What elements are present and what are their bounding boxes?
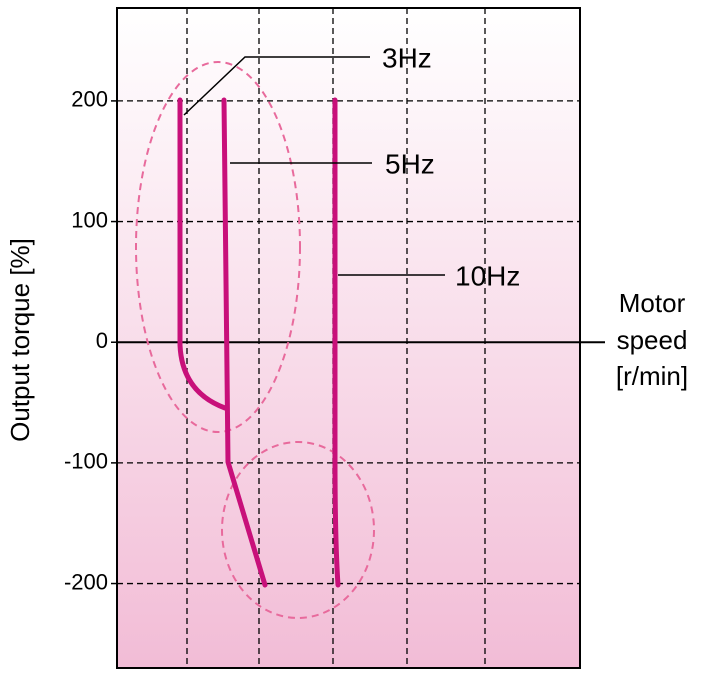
y-tick-label: -200 (64, 569, 108, 594)
x-axis-label: Motor (619, 288, 686, 318)
annotation: 10Hz (455, 260, 520, 291)
leader-line (183, 56, 370, 116)
annotation: 3Hz (382, 42, 432, 73)
curve-3hz (177, 97, 228, 411)
x-axis-label: [r/min] (616, 361, 688, 391)
y-tick-label: 100 (71, 207, 108, 232)
curve-10hz (332, 97, 341, 588)
y-axis-label: Output torque [%] (5, 238, 35, 442)
x-axis-label: speed (617, 325, 688, 355)
curve-5hz (221, 97, 268, 588)
plot-frame (116, 7, 581, 669)
h-grid (111, 100, 605, 585)
highlight-ellipse (135, 61, 301, 433)
y-tick-label: 200 (71, 87, 108, 112)
annotation: 5Hz (385, 148, 435, 179)
y-tick-label: -100 (64, 449, 108, 474)
y-tick-label: 0 (96, 328, 108, 353)
highlight-ellipse (221, 441, 375, 619)
plot-background (117, 8, 580, 668)
